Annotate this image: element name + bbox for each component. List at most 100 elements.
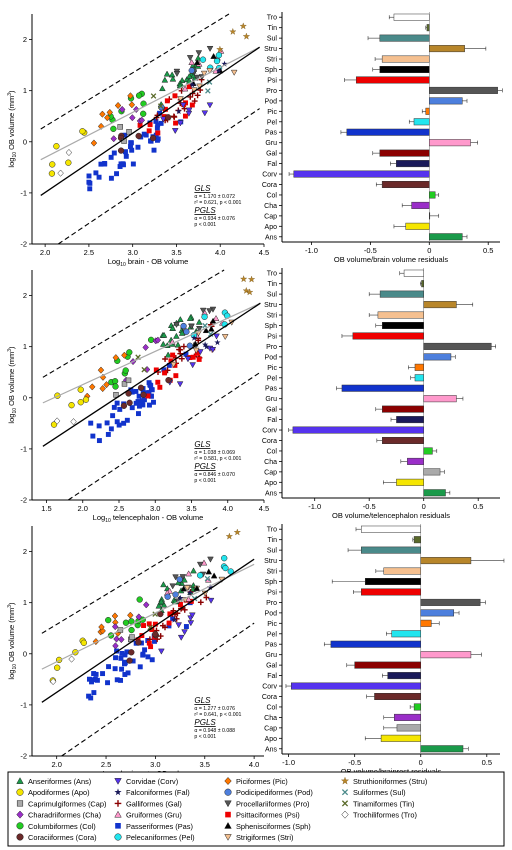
bar-ans: [420, 745, 464, 753]
point-pro: [206, 45, 214, 52]
bar-gal: [379, 149, 430, 157]
lower-ci-line: [61, 622, 255, 757]
point-pod: [172, 591, 179, 598]
point-fal: [203, 343, 210, 350]
point-pas: [161, 367, 167, 373]
point-pas: [142, 647, 148, 653]
legend-marker: [224, 800, 232, 808]
point-pic: [127, 92, 134, 100]
point-col: [126, 349, 133, 356]
point-pas: [108, 175, 114, 181]
point-pas: [98, 161, 104, 167]
point-fal: [175, 108, 182, 115]
bar-pro: [420, 598, 481, 606]
point-apo: [53, 143, 60, 150]
point-apo: [49, 161, 56, 168]
point-ans: [169, 324, 176, 331]
legend-marker: [16, 800, 24, 807]
legend-label: Anseriformes (Ans): [28, 777, 91, 786]
legend-label: Sphenisciformes (Sph): [236, 822, 311, 831]
gls-title: GLS: [194, 696, 211, 705]
point-pas: [146, 380, 152, 386]
bar-sph: [382, 322, 424, 329]
point-pas: [166, 623, 172, 629]
point-pas: [151, 147, 157, 153]
x-axis-label: Log10 brain - OB volume: [108, 257, 189, 268]
point-corv: [176, 381, 184, 388]
point-apo: [77, 399, 84, 406]
point-corv: [209, 346, 217, 353]
point-pas: [122, 652, 128, 658]
legend-marker: [114, 833, 122, 841]
point-ans: [160, 601, 168, 608]
pgls-line: [40, 46, 260, 161]
point-pas: [128, 144, 133, 150]
point-gru: [188, 59, 195, 65]
point-pas: [130, 658, 136, 664]
legend-label: Gruiformes (Gru): [126, 811, 182, 820]
category-label: Cha: [264, 203, 277, 210]
point-ans: [174, 341, 182, 348]
point-col: [128, 626, 135, 634]
point-pro: [186, 55, 194, 62]
category-label: Sph: [265, 67, 278, 74]
point-col: [105, 616, 112, 624]
point-pro: [199, 307, 207, 314]
point-tin: [141, 366, 147, 373]
point-pod: [188, 67, 195, 74]
category-label: Apo: [265, 736, 278, 743]
x-tick-label: 2.0: [40, 248, 50, 257]
x-tick-label: 3.5: [186, 504, 196, 513]
pgls-alpha: α = 0.846 ± 0.070: [194, 472, 235, 478]
point-pas: [133, 388, 139, 394]
point-pas: [118, 161, 124, 167]
legend-marker: [341, 810, 349, 819]
point-col: [128, 618, 135, 625]
point-ans: [168, 71, 176, 78]
legend-marker: [16, 822, 24, 830]
point-pic: [103, 381, 110, 389]
point-corv: [207, 597, 215, 604]
bar-col: [413, 703, 421, 711]
point-pel: [196, 572, 204, 579]
y-tick-label: 0: [23, 649, 27, 658]
point-pic: [114, 101, 122, 110]
point-pas: [145, 638, 151, 643]
point-pic: [128, 101, 136, 109]
point-cora: [128, 649, 135, 656]
category-label: Cap: [264, 469, 277, 476]
point-psi: [164, 98, 170, 104]
point-sph: [193, 584, 201, 591]
point-pro: [207, 556, 214, 563]
point-psi: [146, 128, 152, 134]
category-label: Corv: [262, 428, 277, 435]
point-pas: [158, 120, 164, 126]
point-pas: [87, 186, 93, 192]
point-gal: [171, 114, 178, 120]
point-pas: [119, 666, 125, 672]
legend-label: Trochiliformes (Tro): [353, 811, 417, 820]
legend-label: Apodiformes (Apo): [28, 788, 90, 797]
point-cora: [126, 657, 133, 664]
bar-panel-1: -1.0 -0.5 0 0.5 OB volume/brain volume resid…: [262, 12, 503, 264]
bar-sul: [379, 34, 430, 42]
point-cha: [118, 105, 126, 113]
bar-sul: [361, 546, 421, 554]
point-pas: [128, 140, 134, 146]
point-psi: [137, 122, 143, 128]
legend-marker: [224, 821, 232, 829]
point-pic: [111, 612, 119, 620]
point-pas: [136, 393, 142, 399]
point-pas: [183, 624, 189, 629]
point-pro: [196, 561, 204, 568]
point-psi: [170, 352, 176, 358]
point-cora: [165, 377, 172, 384]
gls-line: [41, 558, 255, 703]
pgls-p: p < 0.001: [194, 222, 216, 228]
point-sph: [209, 317, 217, 324]
point-fal: [189, 81, 196, 88]
x-tick-label: -1.0: [305, 246, 318, 255]
point-stru: [246, 288, 254, 296]
point-pas: [129, 147, 135, 153]
point-stru: [240, 275, 248, 283]
